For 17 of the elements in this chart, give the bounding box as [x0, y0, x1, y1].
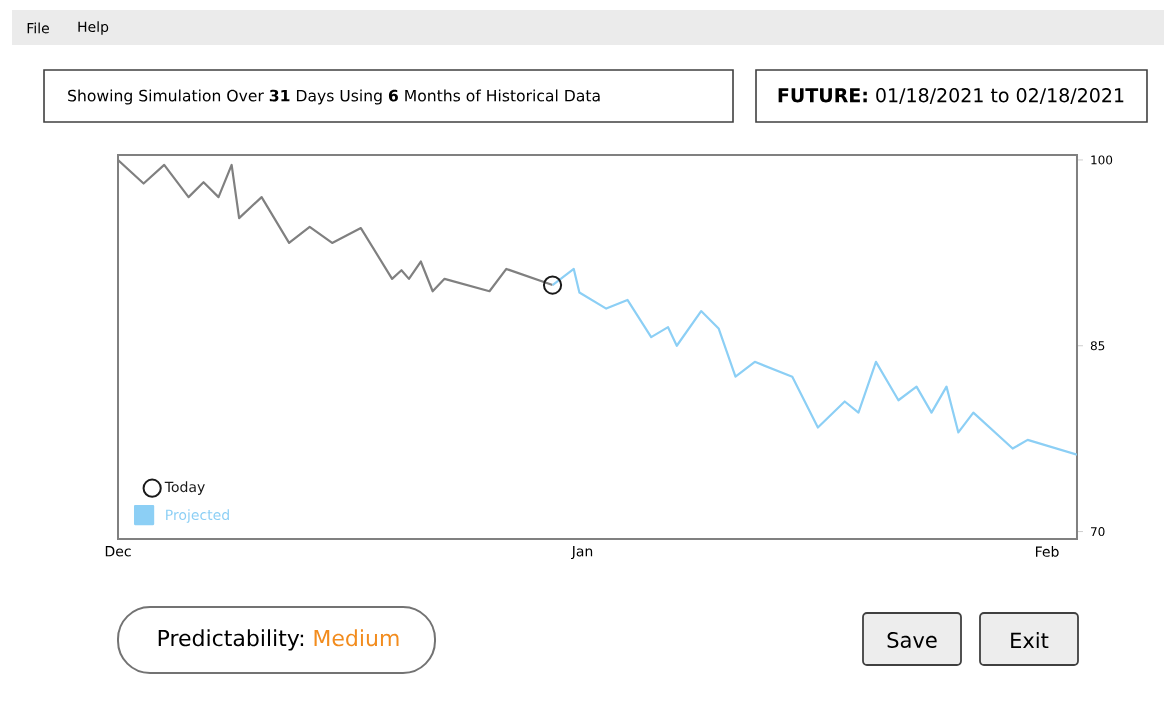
x-tick-label: Feb: [1036, 546, 1059, 557]
text: Save: [887, 632, 937, 648]
x-tick-label: Jan: [571, 546, 593, 560]
legend-label: Projected: [166, 509, 229, 523]
chart-subtitle: FUTURE: 01/18/2021 to 02/18/2021: [778, 88, 1124, 104]
text: Exit: [1011, 632, 1049, 648]
text: Medium: [314, 629, 399, 647]
x-tick-label: Dec: [105, 546, 131, 557]
text: Predictability:: [158, 629, 304, 651]
chart-title: Showing Simulation Over 31 Days Using 6 Months of Historical Data: [68, 89, 600, 105]
y-tick-label: 70: [1091, 527, 1105, 537]
y-tick-label: 100: [1091, 155, 1113, 165]
text: Help: [78, 21, 109, 35]
text: File: [27, 22, 49, 34]
legend-label: Today: [164, 481, 205, 495]
line-series: [551, 267, 1077, 456]
y-tick-label: 85: [1090, 341, 1105, 351]
